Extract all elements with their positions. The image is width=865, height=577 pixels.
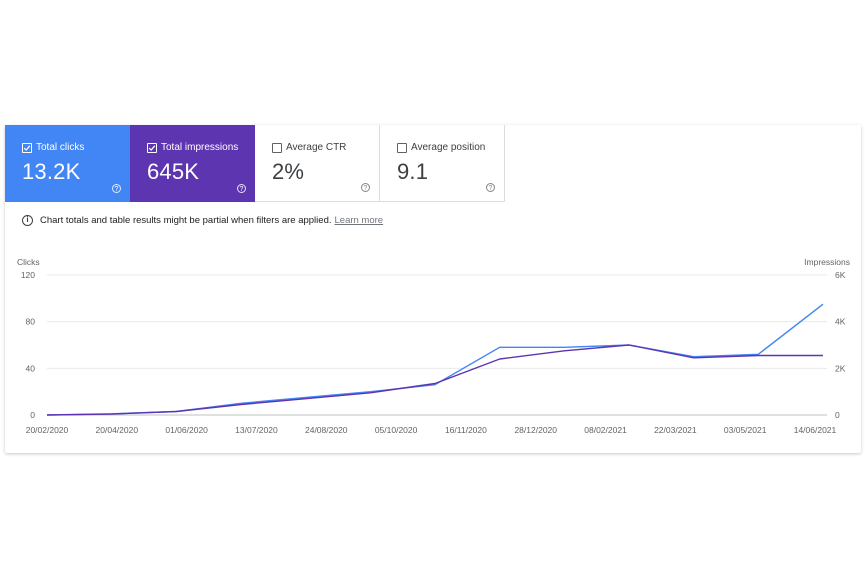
x-tick-label: 14/06/2021: [794, 425, 837, 435]
y-tick-label: 80: [26, 317, 36, 327]
checkbox-checked-icon[interactable]: [22, 143, 32, 153]
notice-text: Chart totals and table results might be …: [40, 215, 332, 227]
average-position-value: 9.1: [397, 159, 429, 184]
x-tick-label: 20/04/2020: [96, 425, 139, 435]
x-tick-label: 28/12/2020: [514, 425, 557, 435]
help-icon[interactable]: ?: [361, 183, 370, 192]
help-icon[interactable]: ?: [237, 184, 246, 193]
performance-panel: 120 6K 80 4K 40 2K 0 0 Clicks Impressions 20/02/20…: [5, 125, 861, 453]
series-line-impressions: [46, 344, 823, 416]
x-tick-label: 05/10/2020: [375, 425, 418, 435]
y2-tick-label: 0: [835, 410, 840, 420]
help-icon[interactable]: ?: [112, 184, 121, 193]
x-tick-label: 03/05/2021: [724, 425, 767, 435]
checkbox-unchecked-icon[interactable]: [272, 143, 282, 153]
average-ctr-label: Average CTR: [286, 142, 347, 153]
x-tick-label: 13/07/2020: [235, 425, 278, 435]
average-ctr-value: 2%: [272, 159, 305, 184]
average-position-label: Average position: [411, 142, 486, 153]
y-axis-title: Clicks: [17, 257, 40, 267]
performance-chart: 120 6K 80 4K 40 2K 0 0 Clicks Impressions 20/02/20…: [17, 257, 850, 435]
x-tick-label: 08/02/2021: [584, 425, 627, 435]
info-icon: i: [22, 215, 33, 226]
x-tick-label: 24/08/2020: [305, 425, 348, 435]
y2-tick-label: 6K: [835, 270, 846, 280]
y-tick-label: 40: [26, 363, 36, 373]
y2-tick-label: 2K: [835, 363, 846, 373]
total-clicks-value: 13.2K: [22, 159, 81, 184]
checkbox-checked-icon[interactable]: [147, 143, 157, 153]
total-clicks-label: Total clicks: [36, 142, 85, 153]
series-line-clicks: [46, 303, 824, 416]
y-tick-label: 120: [21, 270, 35, 280]
total-clicks-card[interactable]: Total clicks 13.2K ?: [5, 125, 130, 202]
total-impressions-card[interactable]: Total impressions 645K ?: [130, 125, 255, 202]
filter-notice: i Chart totals and table results might be…: [22, 215, 383, 226]
average-position-card[interactable]: Average position 9.1 ?: [380, 125, 505, 202]
checkbox-unchecked-icon[interactable]: [397, 143, 407, 153]
x-tick-label: 22/03/2021: [654, 425, 697, 435]
y2-tick-label: 4K: [835, 317, 846, 327]
help-icon[interactable]: ?: [486, 183, 495, 192]
total-impressions-value: 645K: [147, 159, 200, 184]
y2-axis-title: Impressions: [804, 257, 850, 267]
x-tick-label: 20/02/2020: [26, 425, 69, 435]
metric-cards: Total clicks 13.2K ? Total impressions 6…: [5, 125, 505, 202]
y-tick-label: 0: [30, 410, 35, 420]
average-ctr-card[interactable]: Average CTR 2% ?: [255, 125, 380, 202]
x-tick-label: 01/06/2020: [165, 425, 208, 435]
x-tick-label: 16/11/2020: [445, 425, 487, 435]
learn-more-link[interactable]: Learn more: [334, 215, 384, 227]
total-impressions-label: Total impressions: [161, 142, 239, 153]
